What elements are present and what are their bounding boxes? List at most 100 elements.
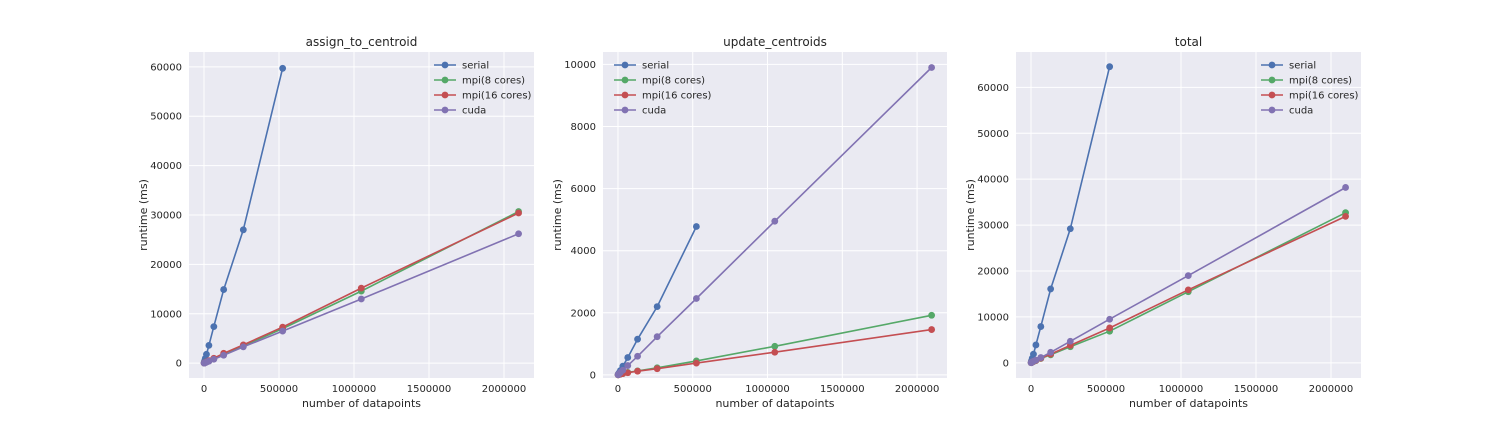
y-tick-label: 4000 [571,246,596,257]
data-point [653,303,661,310]
chart-title: total [1175,35,1202,49]
legend-label: cuda [462,106,486,117]
legend-label: mpi(16 cores) [1289,91,1359,102]
data-point [692,295,700,302]
legend-label: mpi(8 cores) [1289,76,1352,87]
legend-label: serial [1289,61,1316,72]
data-point [771,217,779,225]
data-point [653,365,661,373]
legend-label: serial [462,61,489,72]
data-point [203,350,210,358]
y-tick-label: 60000 [150,62,182,73]
chart-title: update_centroids [723,35,827,49]
data-point [220,351,228,359]
legend-marker [441,91,449,99]
series-cuda [1027,184,1349,367]
legend-marker [1268,91,1276,99]
data-point [239,226,247,234]
data-point [771,342,779,350]
data-point [1047,285,1055,293]
data-point [1184,272,1192,280]
x-tick-label: 1500000 [407,384,452,395]
data-point [279,327,287,335]
legend-marker [1268,76,1276,84]
legend-label: cuda [1289,106,1313,117]
y-tick-label: 10000 [150,309,182,320]
data-point [1106,324,1114,332]
y-tick-label: 50000 [150,112,182,123]
legend-marker [621,91,629,99]
data-point [210,323,218,331]
data-point [220,286,228,293]
y-tick-label: 20000 [977,267,1009,278]
y-tick-label: 2000 [571,308,596,319]
y-tick-label: 6000 [571,184,596,195]
legend: serial mpi(8 cores) mpi(16 cores) cuda [614,61,712,117]
legend-marker [621,106,629,114]
x-tick-label: 500000 [1087,384,1125,395]
data-point [515,209,522,217]
y-tick-label: 50000 [977,129,1009,140]
chart-2: 0 500000 1000000 1500000 2000000 0 2000 4000 600… [551,35,947,410]
data-point [1342,212,1349,220]
data-point [619,366,627,374]
data-point [205,342,213,349]
data-point [210,355,218,363]
data-point [1066,337,1074,345]
x-axis-label: number of datapoints [302,397,421,410]
legend-marker [441,76,449,84]
legend-marker [441,106,449,114]
chart-1: 0 500000 1000000 1500000 2000000 0 10000 20000 3… [137,35,534,410]
data-point [1030,350,1037,358]
data-point [1106,63,1114,71]
legend-marker [621,76,629,84]
data-point [692,223,700,230]
legend-label: mpi(8 cores) [462,76,525,87]
y-tick-label: 60000 [977,83,1009,94]
data-point [1066,225,1074,233]
x-tick-label: 2000000 [1309,384,1354,395]
data-point [279,64,287,72]
data-point [634,335,641,343]
data-point [928,64,936,71]
x-tick-label: 1500000 [820,384,865,395]
data-point [624,354,632,361]
data-point [1037,323,1045,330]
series-cuda [614,64,936,379]
y-tick-label: 8000 [571,122,596,133]
data-point [928,311,936,319]
legend-marker [1268,61,1276,69]
legend-label: cuda [642,106,666,117]
x-tick-label: 1000000 [1159,384,1204,395]
legend-marker [1268,106,1276,114]
x-tick-label: 0 [615,384,621,395]
legend-label: mpi(16 cores) [642,91,712,102]
data-point [239,343,247,351]
legend-label: serial [642,61,669,72]
x-axis-label: number of datapoints [1129,397,1248,410]
data-point [634,352,641,360]
data-point [928,326,936,333]
data-point [653,333,661,341]
x-tick-label: 0 [201,384,207,395]
legend-label: mpi(8 cores) [642,76,705,87]
data-point [634,367,641,375]
x-tick-label: 1000000 [332,384,377,395]
x-tick-label: 2000000 [482,384,527,395]
x-axis-label: number of datapoints [715,397,834,410]
y-tick-label: 10000 [564,60,596,71]
legend-label: mpi(16 cores) [462,91,532,102]
y-tick-label: 40000 [977,175,1009,186]
legend-marker [441,61,449,69]
data-point [1032,341,1040,349]
data-point [1342,184,1349,191]
x-tick-label: 500000 [260,384,298,395]
data-point [357,295,365,303]
data-point [1047,348,1055,356]
y-tick-label: 0 [1003,358,1009,369]
data-point [624,362,632,369]
series-cuda [200,230,522,367]
data-point [1037,354,1045,361]
chart-3: 0 500000 1000000 1500000 2000000 0 10000 20000 3… [964,35,1361,410]
